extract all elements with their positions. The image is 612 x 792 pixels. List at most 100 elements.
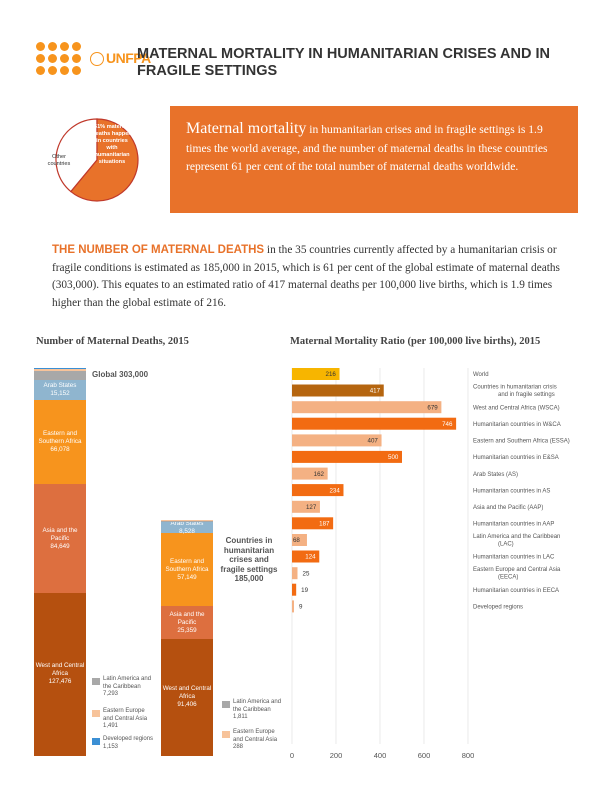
legend-item: Latin America and the Caribbean 7,293	[92, 676, 154, 699]
stack-segment-value: 8,528	[179, 527, 195, 535]
humanitarian-total-label: Countries in humanitarian crises and fra…	[220, 536, 278, 583]
mmr-category-label: Countries in humanitarian crisis and in f…	[473, 385, 557, 399]
stack-segment-value: 15,152	[50, 390, 70, 398]
legend-item: Latin America and the Caribbean 1,811	[222, 699, 284, 722]
mmr-bar-value: 187	[319, 521, 330, 528]
stack-segment-label: Eastern and Southern Africa	[38, 430, 82, 446]
pie-slice-humanitarian	[70, 118, 139, 202]
logo-dot	[36, 54, 45, 63]
legend-swatch	[222, 731, 230, 738]
stack-segment	[34, 369, 86, 371]
stack-segment: Arab States 15,152	[34, 380, 86, 400]
logo-dot	[48, 54, 57, 63]
legend-swatch	[92, 738, 100, 745]
legend-text: Eastern Europe and Central Asia 288	[233, 729, 278, 750]
mmr-category-label: Humanitarian countries in E&SA	[473, 455, 559, 461]
key-fact-banner: Maternal mortality in humanitarian crise…	[170, 106, 578, 213]
stack-segment-value: 84,649	[50, 542, 70, 550]
legend-text: Developed regions 1,153	[103, 736, 154, 750]
mmr-bar-value: 679	[427, 404, 438, 411]
stack-segment	[34, 367, 86, 370]
mmr-bar	[292, 417, 457, 430]
stack-segment: Asia and the Pacific 25,359	[161, 606, 213, 639]
logo-dot	[72, 66, 81, 75]
mmr-bar-value: 19	[301, 587, 308, 594]
mmr-bar	[292, 534, 307, 546]
intro-lead: THE NUMBER OF MATERNAL DEATHS	[52, 244, 265, 256]
mmr-bar	[292, 500, 320, 513]
stack-segment: Arab States 8,528	[161, 520, 213, 535]
stack-segment-label: Eastern and Southern Africa	[165, 557, 209, 573]
mmr-bar	[292, 368, 340, 380]
legend-swatch	[92, 710, 100, 717]
stack-segment-label: Asia and the Pacific	[42, 526, 78, 542]
legend-text: Eastern Europe and Central Asia 1,491	[103, 708, 148, 729]
mmr-category-label: World	[473, 372, 489, 378]
mmr-bar	[292, 550, 320, 563]
mmr-bar	[292, 583, 297, 596]
mmr-bar	[292, 384, 384, 397]
stack-segment-label: West and Central Africa	[35, 662, 85, 678]
mmr-category-label: Latin America and the Caribbean (LAC)	[473, 534, 560, 548]
banner-text: in humanitarian crises and in fragile se…	[186, 123, 548, 173]
stack-segment: West and Central Africa 127,476	[34, 592, 86, 756]
stack-segment-label: West and Central Africa	[162, 685, 212, 701]
logo-dot	[60, 66, 69, 75]
mmr-bar-value: 9	[299, 604, 303, 611]
logo-dot	[36, 66, 45, 75]
mmr-category-label: Humanitarian countries in EECA	[473, 588, 559, 594]
intro-text: in the 35 countries currently affected b…	[52, 244, 560, 309]
pie-share-label: 61% maternal deaths happen in countries …	[92, 124, 132, 165]
x-tick-label: 200	[330, 751, 343, 760]
unfpa-logo-dots	[36, 38, 88, 78]
mmr-bar-value: 216	[326, 371, 337, 378]
mmr-category-label: Humanitarian countries in AAP	[473, 522, 554, 528]
stack-segment: Asia and the Pacific 84,649	[34, 484, 86, 593]
mmr-bar-value: 407	[368, 438, 379, 445]
banner-lead: Maternal mortality	[186, 120, 307, 137]
mmr-bar	[292, 450, 402, 463]
legend-swatch	[92, 678, 100, 685]
stack-segment-value: 25,359	[177, 626, 197, 634]
mmr-bar	[292, 567, 298, 580]
legend-text: Latin America and the Caribbean 7,293	[103, 676, 152, 697]
logo-dot	[60, 54, 69, 63]
stack-segment: Eastern and Southern Africa 57,149	[161, 533, 213, 607]
mmr-category-label: Eastern and Southern Africa (ESSA)	[473, 439, 570, 445]
share-pie-chart: 61% maternal deaths happen in countries …	[33, 110, 161, 210]
mmr-bar-value: 162	[314, 471, 325, 478]
mmr-category-label: West and Central Africa (WSCA)	[473, 405, 560, 411]
logo-dot	[48, 66, 57, 75]
mmr-bar	[292, 600, 294, 613]
stack-segment-value: 127,476	[48, 678, 72, 686]
stack-segment-label: Arab States	[43, 382, 77, 390]
pie-other-label: Other countries	[47, 154, 71, 167]
mmr-bar-value: 25	[303, 570, 310, 577]
logo-dot	[72, 42, 81, 51]
stack-segment-value: 66,078	[50, 446, 70, 454]
mmr-bar	[292, 434, 382, 447]
un-emblem-icon	[90, 52, 104, 66]
mmr-bar-value: 417	[370, 388, 381, 395]
mmr-category-label: Developed regions	[473, 605, 523, 611]
global-total-label: Global 303,000	[92, 370, 149, 379]
stack-segment: Eastern and Southern Africa 66,078	[34, 399, 86, 485]
mmr-bar-value: 500	[388, 454, 399, 461]
mmr-bar	[292, 401, 442, 414]
logo-text: UNFPA	[106, 50, 151, 66]
x-tick-label: 600	[418, 751, 431, 760]
mmr-bar-value: 127	[306, 504, 317, 511]
mmr-bar-value: 68	[293, 537, 300, 544]
stack-segment-value: 57,149	[177, 573, 197, 581]
legend-swatch	[222, 701, 230, 708]
right-chart-title: Maternal Mortality Ratio (per 100,000 li…	[290, 336, 541, 347]
mmr-category-label: Humanitarian countries in W&CA	[473, 422, 561, 428]
stack-segment	[161, 520, 213, 523]
intro-paragraph: THE NUMBER OF MATERNAL DEATHS in the 35 …	[52, 242, 564, 312]
stack-segment-label: Asia and the Pacific	[169, 610, 205, 626]
mmr-bar-value: 124	[305, 554, 316, 561]
unfpa-logo: UNFPA	[90, 50, 151, 66]
legend-item: Developed regions 1,153	[92, 736, 154, 751]
